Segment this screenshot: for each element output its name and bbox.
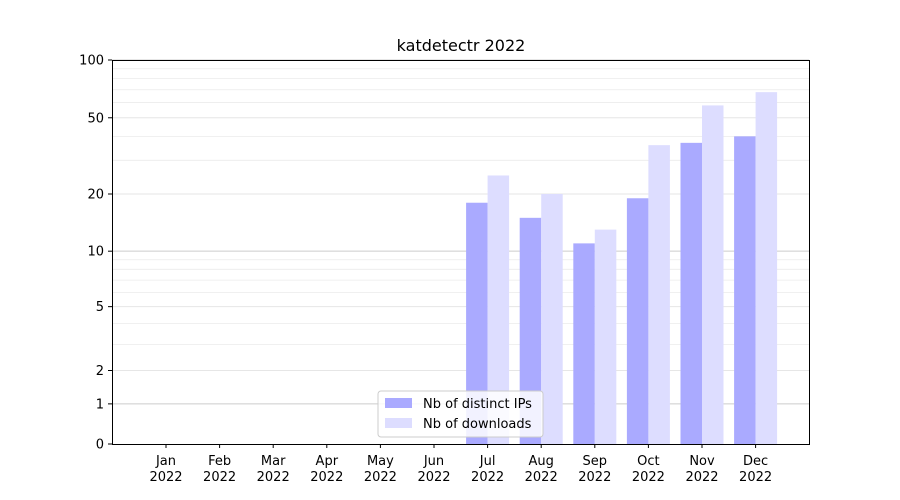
bar bbox=[594, 229, 617, 444]
x-tick-label: Sep 2022 bbox=[578, 454, 611, 485]
x-tick-label: Oct 2022 bbox=[632, 454, 665, 485]
bar bbox=[541, 193, 563, 444]
y-tick-label: 50 bbox=[87, 111, 104, 126]
bar bbox=[519, 217, 542, 444]
x-tick-label: May 2022 bbox=[364, 454, 397, 485]
bar bbox=[648, 145, 670, 444]
bar bbox=[734, 136, 756, 444]
y-tick-label: 1 bbox=[96, 397, 104, 412]
x-tick-label: Dec 2022 bbox=[739, 454, 772, 485]
x-tick-label: Apr 2022 bbox=[310, 454, 343, 485]
x-tick-label: Aug 2022 bbox=[525, 454, 558, 485]
plot-frame bbox=[112, 60, 810, 445]
y-axis: 0 1 2 5 10 20 50 100 bbox=[79, 54, 112, 453]
y-tick-label: 20 bbox=[87, 187, 104, 202]
x-tick-label: Jan 2022 bbox=[149, 454, 182, 485]
legend-swatch bbox=[385, 418, 412, 428]
y-tick-label: 100 bbox=[79, 54, 104, 69]
y-tick-label: 2 bbox=[96, 364, 104, 379]
bar bbox=[466, 202, 488, 444]
y-tick-label: 10 bbox=[87, 245, 104, 260]
y-tick-label: 5 bbox=[96, 300, 104, 315]
legend-label: Nb of distinct IPs bbox=[423, 397, 532, 412]
legend-label: Nb of downloads bbox=[423, 417, 532, 432]
legend-swatch bbox=[385, 398, 412, 408]
legend-box bbox=[377, 390, 544, 438]
bar bbox=[626, 198, 649, 444]
bar bbox=[702, 105, 724, 444]
chart-title: katdetectr 2022 bbox=[397, 36, 526, 55]
x-tick-label: Jun 2022 bbox=[417, 454, 450, 485]
y-tick-label: 0 bbox=[96, 438, 104, 453]
x-axis: Jan 2022 Feb 2022 Mar 2022 Apr 2022 May 2022 Jun 20… bbox=[149, 444, 772, 485]
bar bbox=[755, 92, 778, 445]
bars bbox=[466, 92, 778, 445]
bar bbox=[573, 243, 595, 444]
legend: Nb of distinct IPs Nb of downloads bbox=[377, 390, 544, 438]
bar bbox=[487, 175, 510, 444]
x-tick-label: Mar 2022 bbox=[257, 454, 290, 485]
x-tick-label: Nov 2022 bbox=[685, 454, 718, 485]
x-tick-label: Jul 2022 bbox=[471, 454, 504, 485]
x-tick-label: Feb 2022 bbox=[203, 454, 236, 485]
bar bbox=[680, 142, 702, 445]
